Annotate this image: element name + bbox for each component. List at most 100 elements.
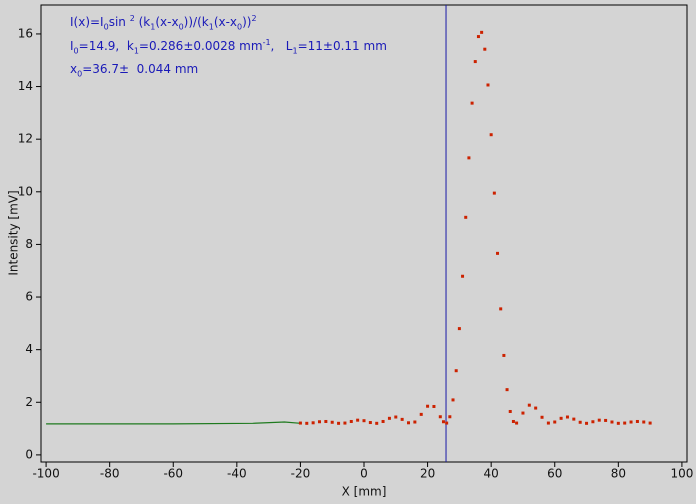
text: , L <box>270 39 293 53</box>
data-point <box>419 412 423 416</box>
x-tick-label: 100 <box>670 467 693 481</box>
y-tick-label: 16 <box>18 26 33 40</box>
data-point <box>578 420 582 424</box>
text: =0.286±0.0028 mm <box>138 39 263 53</box>
annotation: I0=14.9, k1=0.286±0.0028 mm-1, L1=11±0.1… <box>70 38 387 55</box>
x-axis-label: X [mm] <box>342 485 387 499</box>
subscript: 1 <box>133 46 139 56</box>
data-point <box>349 419 353 423</box>
superscript: 2 <box>129 14 135 23</box>
y-tick-label: 2 <box>25 395 33 409</box>
data-point <box>629 420 633 424</box>
y-tick-label: 6 <box>25 290 33 304</box>
data-point <box>635 419 639 423</box>
data-point <box>464 215 468 219</box>
text: =36.7± 0.044 mm <box>82 62 199 76</box>
data-point <box>553 420 557 424</box>
data-point <box>597 418 601 422</box>
data-point <box>368 421 372 425</box>
data-point <box>511 419 515 423</box>
text: (x-x <box>213 15 238 29</box>
subscript: 0 <box>103 22 109 32</box>
data-point <box>343 421 347 425</box>
data-point <box>642 420 646 424</box>
data-line <box>46 421 301 425</box>
text: I <box>70 39 74 53</box>
data-point <box>457 327 461 331</box>
x-tick-label: -60 <box>163 467 183 481</box>
data-point <box>400 417 404 421</box>
data-point <box>438 415 442 419</box>
x-tick-label: 60 <box>547 467 562 481</box>
y-tick-label: 12 <box>18 132 33 146</box>
y-axis-label: Intensity [mV] <box>7 190 21 275</box>
data-point <box>381 419 385 423</box>
plot-area <box>40 4 688 463</box>
data-point <box>394 415 398 419</box>
subscript: 1 <box>150 22 156 32</box>
data-point <box>565 415 569 419</box>
data-point <box>298 421 302 425</box>
annotation: x0=36.7± 0.044 mm <box>70 62 198 78</box>
data-point <box>451 398 455 402</box>
data-point <box>502 353 506 357</box>
subscript: 0 <box>178 22 184 32</box>
superscript: 2 <box>251 14 257 23</box>
data-point <box>540 415 544 419</box>
x-tick-label: 80 <box>611 467 626 481</box>
data-point <box>413 420 417 424</box>
x-tick-label: -40 <box>227 467 247 481</box>
text: I(x)=I <box>70 15 104 29</box>
data-point <box>559 416 563 420</box>
data-point <box>324 419 328 423</box>
data-point <box>648 421 652 425</box>
data-point <box>317 420 321 424</box>
superscript: -1 <box>262 38 271 47</box>
data-point <box>534 406 538 410</box>
data-point <box>572 417 576 421</box>
data-point <box>362 419 366 423</box>
x-tick-label: -80 <box>100 467 120 481</box>
text: ))/(k <box>183 15 209 29</box>
subscript: 0 <box>77 69 83 79</box>
data-point <box>616 421 620 425</box>
y-tick-label: 0 <box>25 447 33 461</box>
data-point <box>337 421 341 425</box>
data-point <box>499 307 503 311</box>
data-point <box>470 101 474 105</box>
text: sin <box>108 15 130 29</box>
x-tick-label: 0 <box>360 467 368 481</box>
subscript: 0 <box>237 22 243 32</box>
y-tick-label: 14 <box>18 79 33 93</box>
data-point <box>527 403 531 407</box>
data-point <box>546 421 550 425</box>
y-tick-label: 10 <box>18 184 33 198</box>
x-tick-label: 40 <box>484 467 499 481</box>
data-point <box>454 369 458 373</box>
data-point <box>311 421 315 425</box>
data-point <box>515 421 519 425</box>
data-point <box>448 415 452 419</box>
data-point <box>508 409 512 413</box>
data-point <box>441 420 445 424</box>
text: (x-x <box>155 15 179 29</box>
data-point <box>489 133 493 137</box>
data-point <box>305 421 309 425</box>
subscript: 1 <box>208 22 214 32</box>
x-tick-label: 20 <box>420 467 435 481</box>
data-point <box>330 420 334 424</box>
data-point <box>476 35 480 39</box>
data-point <box>356 418 360 422</box>
subscript: 1 <box>292 46 298 56</box>
annotation: I(x)=I0sin 2 (k1(x-x0))/(k1(x-x0))2 <box>70 14 257 31</box>
data-point <box>473 60 477 64</box>
data-point <box>492 191 496 195</box>
data-point <box>432 404 436 408</box>
data-point <box>496 251 500 255</box>
data-point <box>521 411 525 415</box>
text: x <box>70 62 78 76</box>
x-tick-label: -100 <box>32 467 59 481</box>
data-point <box>604 418 608 422</box>
